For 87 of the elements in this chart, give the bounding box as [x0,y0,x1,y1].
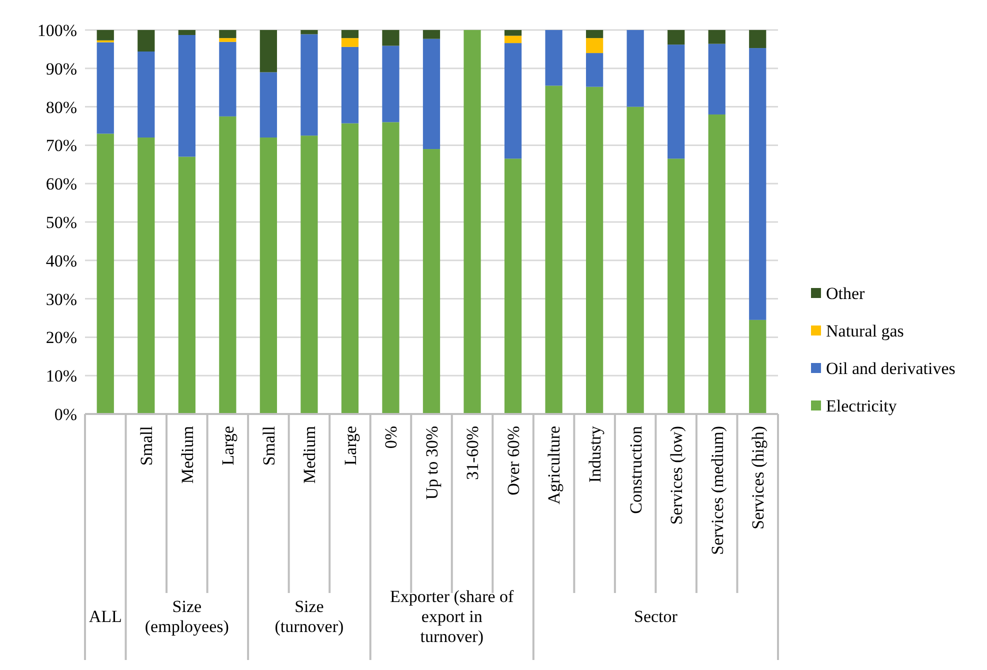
bar [668,30,685,45]
bar [138,138,155,414]
bar [178,30,196,35]
bar [586,30,604,38]
text: Size (turnover) [274,596,344,636]
y-tick-label: 20% [46,328,77,348]
bar [749,320,766,414]
legend-label: Oil and derivatives [826,358,956,378]
bar [708,44,726,114]
bar [749,48,766,320]
x-tick-label: Small [259,426,278,466]
x-tick-label: Medium [178,426,197,484]
bar [178,34,196,157]
bar [96,42,114,134]
y-tick-label: 0% [54,404,77,424]
text: Sector [634,606,678,626]
legend-label: Natural gas [826,321,904,340]
bar [341,123,359,414]
y-tick-label: 60% [46,174,77,194]
bar [586,38,604,54]
text: Size (employees) [144,596,229,636]
bar [219,42,236,116]
x-tick-label: Large [340,426,360,466]
bar [96,134,114,414]
bar [464,30,481,414]
bar [668,158,685,414]
bar [708,30,726,44]
y-tick-label: 70% [46,136,77,156]
text: ALL [88,606,122,626]
y-tick-label: 50% [46,212,77,232]
bar [341,30,359,38]
x-tick-label: 0% [382,426,401,449]
y-tick-label: 80% [46,98,77,117]
x-tick-label: Services (low) [667,426,686,525]
bar [300,136,318,414]
x-tick-label: Up to 30% [422,426,442,500]
bar [219,30,236,38]
bar [382,46,400,122]
bar [545,86,562,414]
bar [96,30,114,40]
x-tick-label: Services (medium) [708,426,727,555]
x-tick-label: Small [137,426,156,466]
bar [341,46,359,124]
bar [504,30,522,36]
bar [749,30,766,48]
bar [708,114,726,414]
bar [504,43,522,159]
y-tick-label: 100% [37,20,77,40]
bar [138,30,155,52]
x-tick-label: Medium [300,426,320,484]
x-tick-label: Agriculture [544,426,564,504]
bar [260,72,277,138]
y-tick-label: 40% [46,251,77,270]
legend-label: Electricity [826,396,898,416]
bar [668,44,685,159]
y-tick-label: 90% [46,59,77,78]
bar [260,138,277,414]
bar [219,38,236,42]
bar [382,122,400,414]
x-tick-label: Construction [626,426,646,514]
bar [422,38,440,150]
x-tick-label: 31-60% [463,426,482,480]
bar [382,30,400,46]
y-tick-label: 10% [46,366,77,386]
legend-label: Other [826,284,866,303]
bar [300,34,318,136]
text: Exporter (share of export in turnover) [390,586,514,646]
x-tick-label: Industry [586,426,605,483]
bar [422,30,440,39]
bar [626,30,644,107]
x-tick-label: Large [218,426,238,466]
bar [504,36,522,44]
bar [219,116,236,414]
bar [586,86,604,414]
bar [341,38,359,47]
bar [422,149,440,414]
bar [586,53,604,87]
bar [300,30,318,34]
bar [545,30,562,86]
bar [504,158,522,414]
bar [138,52,155,138]
bar [626,106,644,414]
x-tick-label: Services (high) [748,426,768,530]
y-tick-label: 30% [46,290,77,309]
bar [178,156,196,414]
bar [260,30,277,72]
x-tick-label: Over 60% [504,426,523,496]
